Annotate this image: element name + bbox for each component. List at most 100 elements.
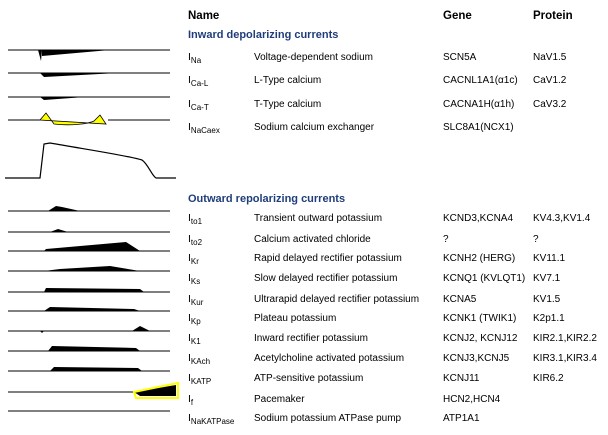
current-symbol-letter: I [188,252,191,264]
gene-name: ATP1A1 [443,413,480,424]
section-outward-title: Outward repolarizing currents [188,193,346,205]
current-waveform [8,242,170,252]
current-symbol-subscript: Kr [190,257,199,266]
current-symbol-letter: I [188,51,191,63]
inward-current-row: INaCaex Sodium calcium exchanger SLC8A1(NC… [0,112,608,139]
protein-name: KV11.1 [533,253,566,264]
current-symbol-letter: I [188,312,191,324]
outward-current-row: IKur Ultrarapid delayed rectifier potassi… [0,288,608,311]
current-symbol: If [188,393,193,407]
current-symbol-subscript: KATP [190,377,212,386]
current-name: Ultrarapid delayed rectifier potassium [254,294,420,305]
header-protein: Protein [533,10,573,22]
action-potential-trace [5,142,176,179]
current-name: Inward rectifier potassium [254,333,368,344]
gene-name: KCND3,KCNA4 [443,213,514,224]
current-symbol: IKp [188,312,201,326]
current-symbol-subscript: NaKATPase [190,417,235,426]
protein-name: NaV1.5 [533,52,567,63]
current-symbol-letter: I [188,352,191,364]
current-name: T-Type calcium [254,99,322,110]
current-symbol-subscript: Na [190,56,202,65]
gene-name: KCNH2 (HERG) [443,253,516,264]
outward-current-row: IKp Plateau potassium KCNK1 (TWIK1) K2p1.1 [0,307,608,330]
gene-name: HCN2,HCN4 [443,394,501,405]
protein-name: KIR2.1,KIR2.2 [533,333,597,344]
protein-name: KIR6.2 [533,373,564,384]
current-symbol-letter: I [188,121,191,133]
outward-current-row: Ito2 Calcium activated chloride?? [0,229,608,251]
current-symbol-subscript: NaCaex [190,126,220,135]
current-symbol-letter: I [188,372,191,384]
current-name: Transient outward potassium [254,213,383,224]
protein-name: KV1.5 [533,294,561,305]
current-name: Slow delayed rectifier potassium [254,273,398,284]
inward-current-row: ICa-T T-Type calcium CACNA1H(α1h) CaV3.2 [0,96,608,116]
current-name: ATP-sensitive potassium [254,373,364,384]
current-symbol-subscript: KAch [190,357,211,366]
gene-name: CACNA1H(α1h) [443,99,515,110]
current-symbol: Ito1 [188,212,202,226]
current-symbol-letter: I [188,98,191,110]
current-symbol-subscript: Kur [190,298,204,307]
current-symbol-subscript: Ks [190,277,201,286]
current-symbol: IKs [188,272,200,286]
current-name: Sodium calcium exchanger [254,122,375,133]
current-symbol-letter: I [188,74,191,86]
protein-name: KIR3.1,KIR3.4 [533,353,597,364]
current-symbol-letter: I [188,272,191,284]
current-name: Rapid delayed rectifier potassium [254,253,402,264]
current-waveform [8,206,170,212]
gene-name: CACNL1A1(α1c) [443,75,518,86]
current-symbol: IKur [188,293,203,307]
protein-name: KV7.1 [533,273,561,284]
current-symbol: INaCaex [188,121,220,135]
protein-name: CaV3.2 [533,99,567,110]
current-waveform [8,381,179,399]
current-symbol: ICa-L [188,74,208,88]
current-symbol-letter: I [188,393,191,405]
outward-current-row: IKAch Acetylcholine activated potassium KC… [0,346,608,370]
current-name: Sodium potassium ATPase pump [254,413,402,424]
header-gene: Gene [443,10,472,22]
current-symbol-subscript: to2 [190,238,203,247]
current-waveform [8,410,170,412]
gene-name: KCNK1 (TWIK1) [443,313,517,324]
gene-name: KCNJ3,KCNJ5 [443,353,510,364]
outward-current-row: IK1 Inward rectifier potassium KCNJ2, KCNJ… [0,326,608,350]
current-waveform [8,229,170,233]
current-waveform [8,367,170,372]
protein-name: K2p1.1 [533,313,565,324]
outward-current-row: IKATP ATP-sensitive potassium KCNJ11 KIR6.2 [0,367,608,390]
current-symbol-subscript: K1 [190,337,201,346]
gene-name: KCNJ2, KCNJ12 [443,333,518,344]
current-symbol: IK1 [188,332,201,346]
inward-current-row: ICa-L L-Type calcium CACNL1A1(α1c) CaV1.2 [0,72,608,92]
section-inward-title: Inward depolarizing currents [188,29,339,41]
outward-current-row: INaKATPase Sodium potassium ATPase pump AT… [0,410,608,430]
current-symbol: IKAch [188,352,210,366]
gene-name: SCN5A [443,52,477,63]
gene-name: ? [443,234,449,245]
current-symbol-letter: I [188,293,191,305]
current-symbol-letter: I [188,233,191,245]
outward-current-row: If Pacemaker HCN2,HCN4 [0,381,608,411]
current-symbol-subscript: to1 [190,217,203,226]
gene-name: KCNJ11 [443,373,480,384]
current-waveform [8,112,170,126]
current-symbol-letter: I [188,332,191,344]
current-waveform [8,346,170,352]
current-name: Acetylcholine activated potassium [254,353,405,364]
current-waveform [8,307,170,312]
current-waveform [8,96,170,100]
current-symbol-letter: I [188,212,191,224]
outward-current-row: IKr Rapid delayed rectifier potassium KCNH… [0,242,608,270]
current-symbol: Ito2 [188,233,202,247]
current-symbol: INa [188,51,201,65]
header-name: Name [188,10,220,22]
current-symbol-letter: I [188,412,191,424]
outward-current-row: IKs Slow delayed rectifier potassium KCNQ1… [0,266,608,290]
current-waveform [8,326,170,333]
inward-current-row: INa Voltage-dependent sodium SCN5A NaV1.5 [0,49,608,69]
gene-name: SLC8A1(NCX1) [443,122,514,133]
